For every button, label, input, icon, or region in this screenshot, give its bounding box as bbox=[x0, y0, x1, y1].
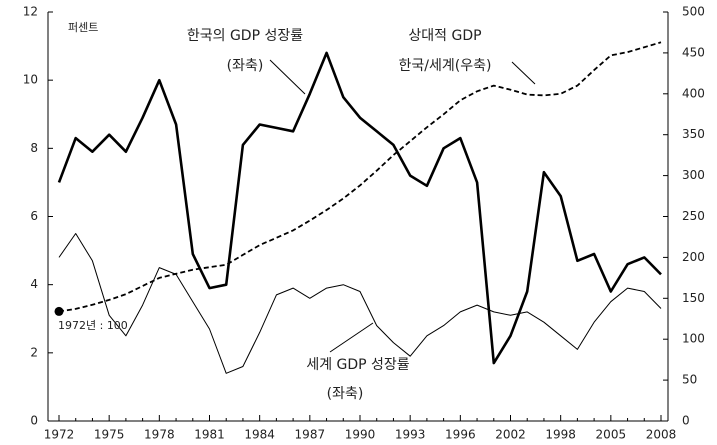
y-tick-label: 2 bbox=[30, 345, 38, 359]
leader-line bbox=[269, 59, 306, 95]
x-tick-label: 1996 bbox=[445, 428, 476, 442]
y-tick-label: 6 bbox=[30, 209, 38, 223]
annotation: 한국/세계(우축) bbox=[399, 58, 492, 74]
x-tick-label: 2005 bbox=[596, 428, 627, 442]
y-tick-label: 8 bbox=[30, 141, 38, 155]
x-tick-label: 2002 bbox=[495, 428, 526, 442]
series-line bbox=[58, 41, 662, 313]
annotation: 세계 GDP 성장률 bbox=[306, 357, 409, 373]
x-tick-label: 1975 bbox=[94, 428, 125, 442]
annotation: (좌축) bbox=[327, 386, 364, 402]
annotation: 상대적 GDP bbox=[408, 28, 481, 44]
x-tick-label: 1998 bbox=[545, 428, 576, 442]
y2-tick-label: 100 bbox=[682, 332, 705, 346]
annotation: 한국의 GDP 성장률 bbox=[187, 28, 303, 44]
x-tick-label: 1978 bbox=[144, 428, 175, 442]
y2-tick-label: 150 bbox=[682, 291, 705, 305]
x-tick-label: 1984 bbox=[244, 428, 275, 442]
y2-tick-label: 400 bbox=[682, 86, 705, 100]
x-tick-label: 1987 bbox=[295, 428, 326, 442]
series-line bbox=[57, 51, 662, 365]
x-tick-label: 1981 bbox=[194, 428, 225, 442]
y-tick-label: 12 bbox=[23, 5, 38, 19]
y-tick-label: 10 bbox=[23, 73, 38, 87]
y2-tick-label: 250 bbox=[682, 209, 705, 223]
y2-tick-label: 0 bbox=[682, 414, 690, 428]
y2-tick-label: 50 bbox=[682, 373, 697, 387]
x-tick-label: 1972 bbox=[44, 428, 75, 442]
annotation: 1972년 : 100 bbox=[58, 319, 128, 332]
y2-tick-label: 200 bbox=[682, 250, 705, 264]
annotation: (좌축) bbox=[227, 58, 264, 74]
start-marker bbox=[54, 306, 64, 316]
leader-line bbox=[511, 61, 536, 85]
x-tick-label: 2008 bbox=[646, 428, 677, 442]
y2-tick-label: 350 bbox=[682, 127, 705, 141]
y-tick-label: 0 bbox=[30, 414, 38, 428]
y2-tick-label: 500 bbox=[682, 5, 705, 19]
y-axis-label: 퍼센트 bbox=[68, 21, 98, 34]
series-line bbox=[58, 233, 662, 374]
x-tick-label: 1993 bbox=[395, 428, 426, 442]
y-tick-label: 4 bbox=[30, 277, 38, 291]
leader-line bbox=[329, 322, 374, 353]
y2-tick-label: 450 bbox=[682, 45, 705, 59]
x-tick-label: 1990 bbox=[345, 428, 376, 442]
y2-tick-label: 300 bbox=[682, 168, 705, 182]
